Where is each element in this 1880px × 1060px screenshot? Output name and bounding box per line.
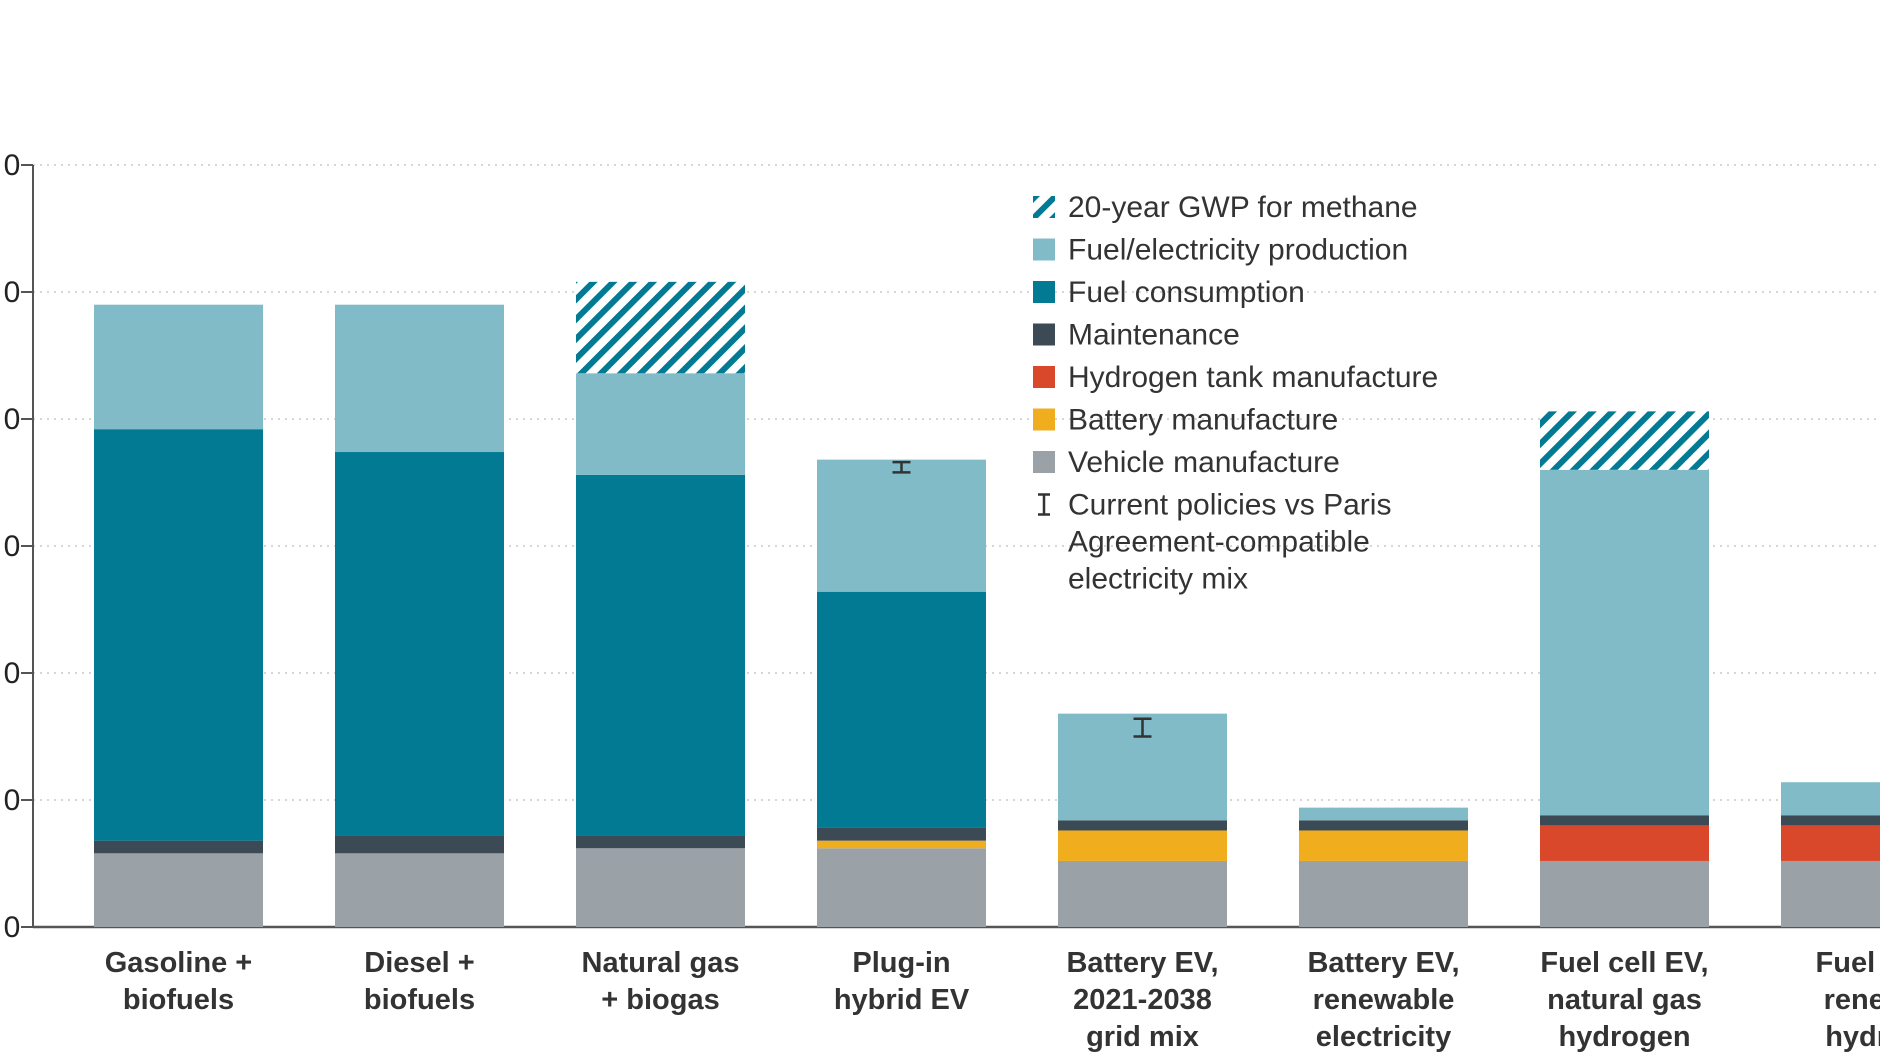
category-label: Battery EV, renewable electricity <box>1307 947 1459 1053</box>
legend-swatch <box>1033 366 1055 388</box>
legend-label: Vehicle manufacture <box>1068 446 1340 479</box>
bar-segment-vehicle <box>335 853 504 927</box>
y-tick-label: 0 <box>4 657 21 690</box>
bar-segment-maintenance <box>576 835 745 849</box>
y-tick-label: 0 <box>4 530 21 563</box>
error-bar <box>1133 717 1152 738</box>
bar-segment-vehicle <box>1540 860 1709 927</box>
category-labels: Gasoline + biofuels Diesel + biofuels Natura… <box>105 947 1880 1053</box>
bar-segment-battery <box>1299 830 1468 861</box>
legend-label: Hydrogen tank manufacture <box>1068 361 1438 394</box>
error-bar <box>892 460 911 474</box>
category-label: Battery EV, 2021-2038 grid mix <box>1066 947 1218 1053</box>
legend: 20-year GWP for methane Fuel/electricity … <box>1033 191 1438 596</box>
bar-segment-fuel <box>817 591 986 828</box>
legend-swatch <box>1033 238 1055 261</box>
bar-segment-fuel <box>576 474 745 836</box>
y-tick-label: 0 <box>4 403 21 436</box>
legend-label: Fuel/electricity production <box>1068 234 1408 267</box>
legend-label: Maintenance <box>1068 319 1240 352</box>
legend-swatch <box>1033 451 1055 473</box>
bar-segment-gwp20 <box>1540 411 1709 470</box>
bar-segment-vehicle <box>1299 860 1468 927</box>
bar-segment-gwp20 <box>576 281 745 374</box>
y-tick-label: 0 <box>4 784 21 817</box>
category-label: Natural gas + biogas <box>582 947 740 1016</box>
y-tick-label: 0 <box>4 911 21 944</box>
bar-segment-production <box>94 304 263 430</box>
bar-segment-maintenance <box>335 835 504 854</box>
error-bars <box>892 460 1152 738</box>
bar-segment-maintenance <box>94 840 263 854</box>
bar-segment-production <box>1299 807 1468 821</box>
bar-segment-h2tank <box>1781 825 1880 861</box>
bar-segment-vehicle <box>1058 860 1227 927</box>
category-label: Diesel + biofuels <box>364 947 475 1016</box>
y-tick-label: 0 <box>4 149 21 182</box>
bar-segment-fuel <box>94 429 263 841</box>
category-label: Fuel cerenewhydro <box>1816 947 1880 1053</box>
category-label: Fuel cell EV, natural gas hydrogen <box>1540 947 1708 1053</box>
bar-segment-vehicle <box>94 853 263 927</box>
legend-swatch <box>1033 281 1055 303</box>
category-label: Plug-in hybrid EV <box>834 947 970 1016</box>
bar-segment-h2tank <box>1540 825 1709 861</box>
bar-segment-maintenance <box>1058 820 1227 831</box>
legend-label: Battery manufacture <box>1068 404 1338 437</box>
legend-swatch <box>1033 408 1055 431</box>
bar-segment-battery <box>817 840 986 849</box>
bar-segment-maintenance <box>1781 815 1880 826</box>
bar-segment-production <box>1781 782 1880 816</box>
bar-segment-fuel <box>335 452 504 836</box>
bar-segment-maintenance <box>1540 815 1709 826</box>
y-tick-label: 0 <box>4 276 21 309</box>
bar-segment-battery <box>1058 830 1227 861</box>
legend-label: Current policies vs Paris Agreement-compa… <box>1068 489 1391 596</box>
bar-segment-maintenance <box>1299 820 1468 831</box>
bars <box>94 281 1880 927</box>
bar-segment-production <box>576 373 745 475</box>
bar-segment-production <box>1540 469 1709 816</box>
bar-segment-vehicle <box>817 848 986 927</box>
legend-swatch-hatch <box>1033 196 1055 218</box>
bar-segment-vehicle <box>1781 860 1880 927</box>
category-label: Gasoline + biofuels <box>105 947 252 1016</box>
bar-segment-maintenance <box>817 827 986 841</box>
legend-label: 20-year GWP for methane <box>1068 191 1418 224</box>
bar-segment-production <box>335 304 504 453</box>
legend-swatch <box>1033 323 1055 346</box>
legend-label: Fuel consumption <box>1068 276 1305 309</box>
bar-segment-production <box>817 459 986 592</box>
bar-segment-vehicle <box>576 848 745 927</box>
